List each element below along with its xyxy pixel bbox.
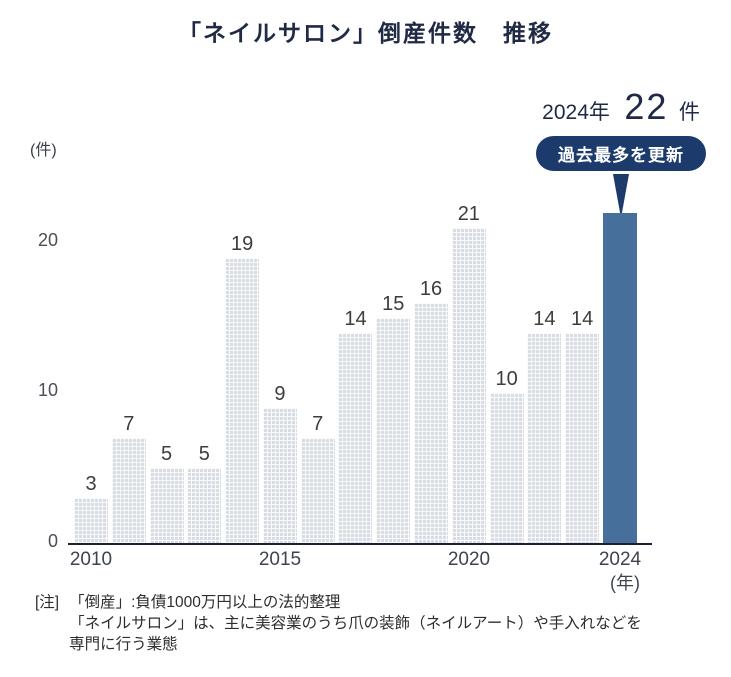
chart-title: 「ネイルサロン」倒産件数 推移: [178, 20, 553, 46]
bar-group-2022: 14: [527, 308, 562, 543]
callout-year: 2024年: [542, 101, 610, 124]
bar-value-label: 7: [312, 413, 324, 435]
arrow-down-icon: [613, 174, 629, 218]
footnote-line-2: 「ネイルサロン」は、主に美容業のうち爪の装飾（ネイルアート）や手入れなどを: [69, 615, 642, 632]
bar-2019: [414, 303, 449, 543]
x-tick-2015: 2015: [258, 549, 302, 570]
bar-value-label: 14: [344, 308, 367, 330]
bar-2021: [489, 393, 524, 543]
y-tick-20: 20: [37, 230, 58, 250]
bar-value-label: 19: [231, 233, 254, 255]
y-tick-0: 0: [47, 531, 58, 551]
footnote-lines: 「倒産」:負債1000万円以上の法的整理 「ネイルサロン」は、主に美容業のうち爪…: [69, 592, 695, 655]
bar-group-2012: 5: [149, 443, 184, 543]
bar-value-label: 14: [533, 308, 556, 330]
bar-2023: [565, 333, 600, 543]
callout-value: 22: [624, 86, 669, 127]
footnote-line-1: 「倒産」:負債1000万円以上の法的整理: [69, 594, 341, 611]
bar-2014: [225, 258, 260, 543]
bar-value-label: 3: [85, 473, 97, 495]
y-axis-unit-label: (件): [30, 142, 57, 159]
bar-2018: [376, 318, 411, 543]
bar-value-label: 16: [419, 278, 443, 300]
x-tick-2020: 2020: [447, 549, 491, 570]
x-tick-2010: 2010: [69, 549, 113, 570]
bar-2016: [300, 438, 335, 543]
bar-2022: [527, 333, 562, 543]
bar-group-2010: 3: [74, 474, 108, 543]
bar-group-2015: 9: [262, 383, 297, 543]
record-badge: 過去最多を更新: [536, 136, 706, 171]
bar-2015: [262, 408, 297, 543]
bar-group-2018: 15: [376, 293, 411, 543]
bar-value-label: 9: [274, 383, 286, 405]
bar-value-label: 5: [161, 443, 173, 465]
bar-2010: [74, 498, 108, 543]
bar-group-2017: 14: [338, 308, 373, 543]
bar-2011: [111, 438, 146, 543]
footnote-line-3: 専門に行う業態: [69, 636, 178, 653]
bar-group-2013: 5: [187, 443, 222, 543]
callout-2024: 2024年 22 件 過去最多を更新: [491, 86, 731, 218]
plot-area: 3 7 5 5 19 9 7 14 15 16 21 10 14 14: [74, 165, 637, 543]
bar-group-2011: 7: [111, 413, 146, 543]
x-axis-unit-label: (年): [610, 573, 640, 593]
bar-2012: [149, 468, 184, 543]
bar-group-2021: 10: [489, 368, 524, 543]
bar-2024: [602, 213, 637, 543]
bar-group-2019: 16: [414, 278, 449, 543]
bar-value-label: 7: [123, 413, 135, 435]
bar-group-2016: 7: [300, 413, 335, 543]
x-tick-2024: 2024: [598, 549, 642, 570]
bar-2020: [451, 228, 486, 543]
bar-value-label: 15: [382, 293, 405, 315]
bar-2017: [338, 333, 373, 543]
x-axis-line: [68, 543, 652, 545]
bar-group-2023: 14: [565, 308, 600, 543]
bar-value-label: 10: [495, 368, 518, 390]
bars: 3 7 5 5 19 9 7 14 15 16 21 10 14 14: [74, 204, 637, 543]
bar-group-2014: 19: [225, 233, 260, 543]
callout-unit: 件: [678, 101, 700, 124]
callout-text: 2024年 22 件: [542, 86, 700, 128]
bar-value-label: 14: [571, 308, 594, 330]
bar-value-label: 5: [198, 443, 210, 465]
bar-group-2020: 21: [451, 203, 486, 543]
footnote-prefix: [注]: [35, 594, 60, 611]
y-tick-10: 10: [37, 380, 58, 400]
footnote: [注] 「倒産」:負債1000万円以上の法的整理 「ネイルサロン」は、主に美容業…: [35, 592, 695, 655]
bar-group-2024: [602, 213, 637, 543]
bar-2013: [187, 468, 222, 543]
bar-value-label: 21: [457, 203, 480, 225]
